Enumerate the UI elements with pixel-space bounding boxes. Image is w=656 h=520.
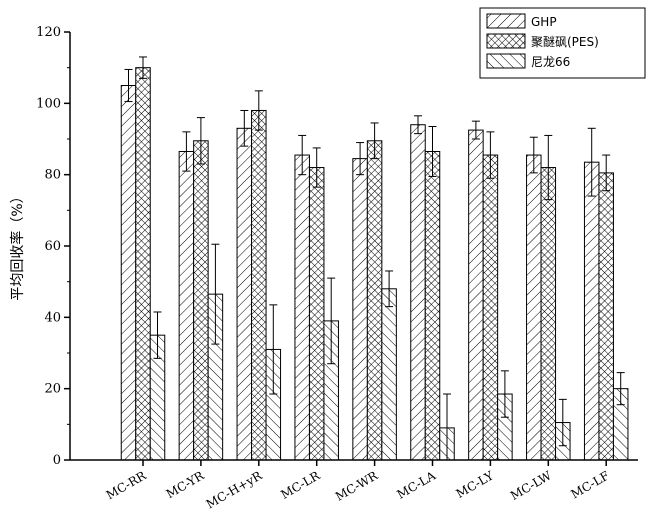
- y-axis-label: 平均回收率（%）: [9, 189, 26, 300]
- bar-1-7: [540, 167, 557, 461]
- y-tick-label: 0: [53, 453, 61, 468]
- bar-0-2: [236, 127, 253, 461]
- bar-0-3: [294, 154, 310, 461]
- bar-0-4: [352, 158, 368, 461]
- bar-0-8: [583, 161, 600, 461]
- legend-label: 尼龙66: [531, 55, 570, 69]
- bar-0-6: [468, 129, 484, 461]
- x-tick-label: MC-LF: [568, 468, 611, 501]
- legend-label: 聚醚砜(PES): [531, 35, 599, 49]
- y-tick-label: 40: [44, 310, 61, 325]
- legend: GHP 聚醚砜(PES) 尼龙66: [479, 7, 646, 79]
- bar-1-1: [193, 140, 209, 461]
- bar-2-4: [381, 288, 397, 461]
- bar-0-1: [178, 150, 195, 461]
- x-tick-label: MC-LW: [508, 468, 554, 503]
- bar-1-2: [251, 109, 267, 461]
- y-tick-label: 100: [36, 96, 61, 111]
- bars-layer: [120, 67, 629, 461]
- legend-swatch: [486, 13, 526, 29]
- x-tick-label: MC-LR: [278, 468, 323, 502]
- bar-0-7: [526, 154, 542, 461]
- bar-0-0: [120, 85, 137, 461]
- bar-1-0: [135, 67, 151, 461]
- y-tick-label: 80: [44, 168, 61, 183]
- x-tick-label: MC-YR: [164, 468, 207, 501]
- error-bars-layer: [124, 56, 625, 461]
- bar-1-4: [366, 140, 383, 461]
- x-tick-label: MC-LA: [394, 468, 438, 501]
- y-tick-label: 60: [44, 239, 61, 254]
- x-tick-label: MC-LY: [454, 468, 497, 501]
- legend-label: GHP: [531, 15, 557, 29]
- bar-0-5: [410, 124, 426, 461]
- bar-1-5: [424, 150, 441, 461]
- bar-1-6: [482, 154, 499, 461]
- y-tick-label: 20: [44, 382, 61, 397]
- x-tick-label: MC-RR: [104, 468, 150, 502]
- x-tick-label: MC-WR: [333, 468, 381, 504]
- bar-1-8: [598, 172, 614, 461]
- legend-swatch: [486, 53, 526, 69]
- y-ticks: 0 20 40 60 80 100 120: [36, 25, 70, 468]
- y-tick-label: 120: [36, 25, 61, 40]
- x-tick-label: MC-H+yR: [204, 468, 265, 512]
- legend-swatch: [486, 33, 526, 49]
- bar-1-3: [308, 167, 325, 461]
